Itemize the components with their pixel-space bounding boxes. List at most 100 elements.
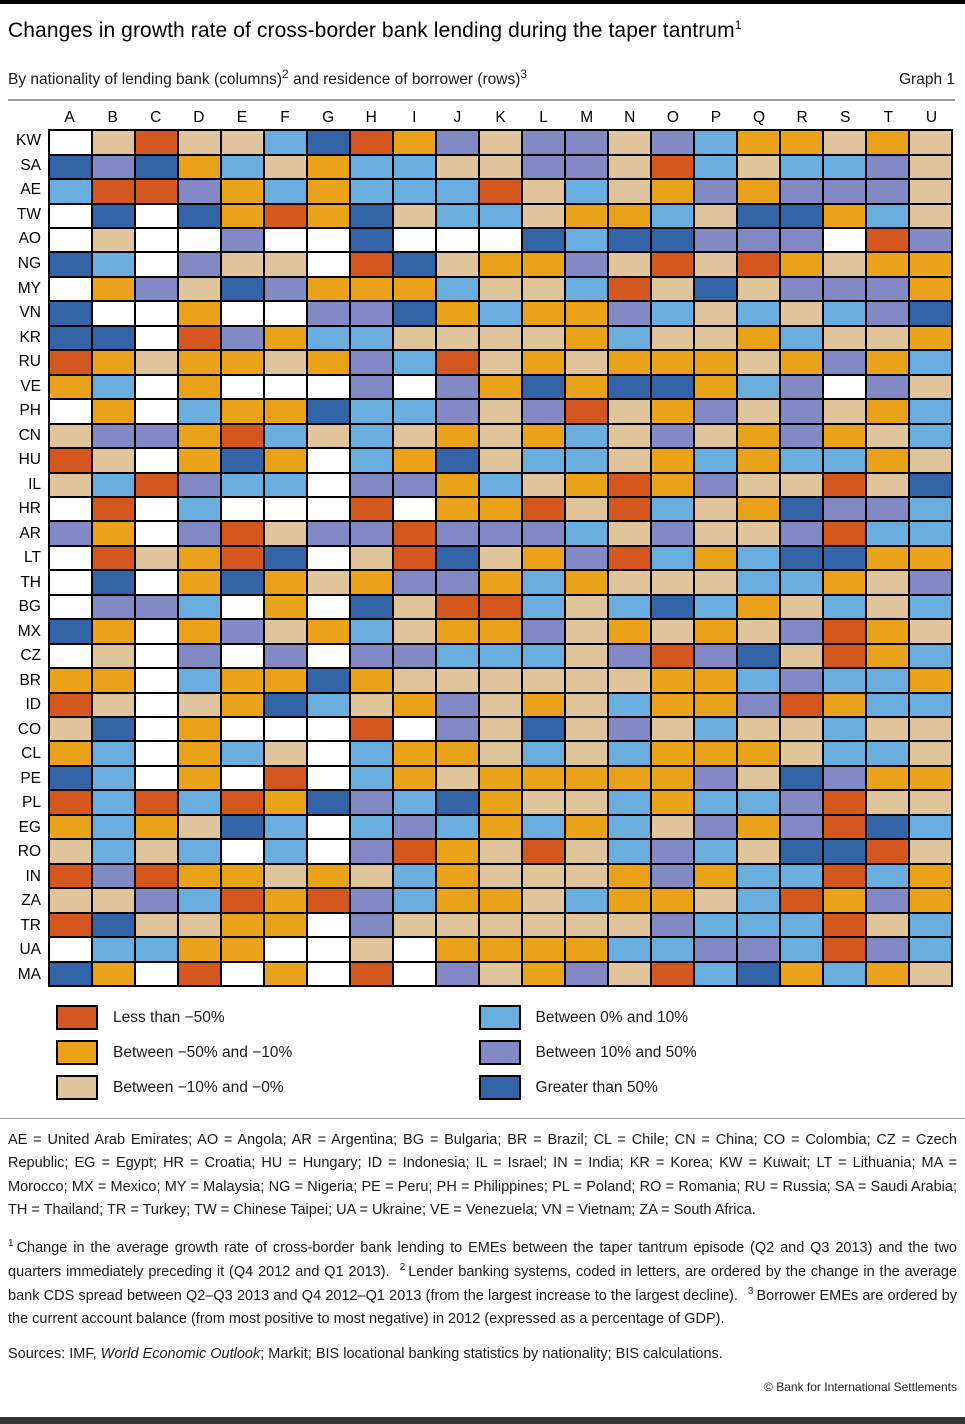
- heatmap-cell: [351, 351, 392, 374]
- heatmap-cell: [824, 400, 865, 423]
- heatmap-cell: [351, 204, 392, 227]
- heatmap-cell: [695, 253, 736, 276]
- heatmap-cell: [781, 766, 822, 790]
- legend-swatch-icon: [478, 1005, 521, 1031]
- heatmap-cell: [93, 791, 134, 814]
- bottom-rule: [0, 1417, 965, 1424]
- heatmap-cell: [824, 913, 865, 937]
- heatmap-cell: [480, 351, 521, 374]
- heatmap-cell: [652, 204, 693, 227]
- heatmap-cell: [93, 962, 134, 986]
- row-label-KR: KR: [19, 328, 41, 346]
- heatmap-cell: [910, 522, 951, 545]
- legend-label: Between 0% and 10%: [535, 1008, 689, 1026]
- heatmap-cell: [523, 693, 564, 717]
- heatmap-cell: [394, 766, 435, 790]
- heatmap-cell: [50, 962, 91, 986]
- heatmap-cell: [308, 546, 349, 570]
- heatmap-cell: [609, 326, 650, 350]
- heatmap-cell: [781, 913, 822, 937]
- heatmap-cell: [695, 473, 736, 496]
- legend-label: Between −50% and −10%: [113, 1043, 293, 1061]
- heatmap-cell: [265, 351, 306, 374]
- legend-item: Between 10% and 50%: [478, 1040, 902, 1066]
- heatmap-cell: [308, 693, 349, 717]
- heatmap-cell: [652, 155, 693, 179]
- heatmap-cell: [910, 302, 951, 325]
- heatmap-cell: [480, 400, 521, 423]
- heatmap-cell: [351, 889, 392, 912]
- heatmap-cell: [93, 277, 134, 301]
- column-header-U: U: [925, 109, 938, 127]
- column-header-J: J: [453, 109, 462, 127]
- heatmap-cell: [50, 497, 91, 521]
- row-label-AE: AE: [20, 181, 41, 199]
- heatmap-cell: [910, 449, 951, 472]
- heatmap-cell: [93, 204, 134, 227]
- heatmap-cell: [480, 497, 521, 521]
- heatmap-cell: [824, 791, 865, 814]
- heatmap-cell: [652, 351, 693, 374]
- heatmap-cell: [652, 889, 693, 912]
- heatmap-cell: [50, 693, 91, 717]
- heatmap-cell: [824, 669, 865, 692]
- footnote-text-3: Borrower EMEs are ordered by the current…: [8, 1287, 957, 1327]
- heatmap-cell: [867, 180, 908, 203]
- heatmap-cell: [136, 204, 177, 227]
- copyright-text: © Bank for International Settlements: [764, 1380, 957, 1395]
- heatmap-cell: [136, 497, 177, 521]
- heatmap-cell: [179, 277, 220, 301]
- heatmap-cell: [523, 449, 564, 472]
- heatmap-cell: [910, 473, 951, 496]
- heatmap-cell: [824, 351, 865, 374]
- heatmap-cell: [179, 180, 220, 203]
- heatmap-cell: [910, 424, 951, 448]
- heatmap-cell: [695, 228, 736, 252]
- heatmap-cell: [910, 228, 951, 252]
- heatmap-cell: [480, 302, 521, 325]
- heatmap-cell: [609, 449, 650, 472]
- heatmap-cell: [910, 326, 951, 350]
- heatmap-cell: [609, 864, 650, 888]
- heatmap-cell: [265, 228, 306, 252]
- heatmap-cell: [93, 546, 134, 570]
- heatmap-cell: [695, 840, 736, 863]
- heatmap-cell: [50, 864, 91, 888]
- row-label-RO: RO: [17, 843, 41, 861]
- heatmap-cell: [93, 644, 134, 668]
- heatmap-cell: [824, 253, 865, 276]
- heatmap-cell: [824, 889, 865, 912]
- heatmap-cell: [738, 742, 779, 765]
- heatmap-cell: [136, 669, 177, 692]
- heatmap-cell: [824, 131, 865, 154]
- heatmap-cell: [394, 938, 435, 961]
- heatmap-cell: [437, 718, 478, 741]
- heatmap-cell: [695, 962, 736, 986]
- heatmap-cell: [136, 351, 177, 374]
- heatmap-cell: [738, 302, 779, 325]
- row-label-PL: PL: [22, 794, 41, 812]
- heatmap-cell: [222, 277, 263, 301]
- heatmap-cell: [910, 644, 951, 668]
- column-header-O: O: [666, 109, 679, 127]
- heatmap-cell: [824, 595, 865, 619]
- heatmap-cell: [222, 889, 263, 912]
- heatmap-cell: [910, 669, 951, 692]
- heatmap-cell: [867, 840, 908, 863]
- heatmap-cell: [222, 228, 263, 252]
- heatmap-cell: [867, 889, 908, 912]
- heatmap-cell: [824, 546, 865, 570]
- heatmap-cell: [351, 449, 392, 472]
- heatmap-cell: [652, 791, 693, 814]
- footnote-marker-2: 2: [399, 1261, 406, 1273]
- legend: Less than −50% Between −50% and −10% Betwe…: [0, 987, 965, 1114]
- subtitle-row: By nationality of lending bank (columns)…: [8, 67, 955, 102]
- heatmap-cell: [910, 155, 951, 179]
- row-label-VE: VE: [20, 377, 41, 395]
- heatmap-cell: [781, 204, 822, 227]
- row-label-PH: PH: [19, 402, 41, 420]
- heatmap-cell: [609, 791, 650, 814]
- column-header-D: D: [193, 109, 205, 127]
- heatmap-cell: [824, 277, 865, 301]
- heatmap-cell: [308, 302, 349, 325]
